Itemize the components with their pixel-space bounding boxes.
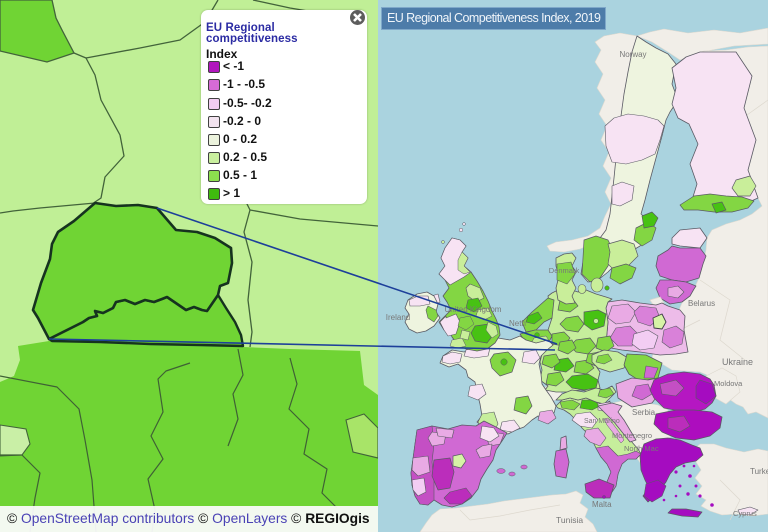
svg-text:United Kingdom: United Kingdom bbox=[445, 305, 502, 314]
svg-text:Turke: Turke bbox=[750, 467, 768, 476]
svg-text:San Marino: San Marino bbox=[584, 418, 620, 425]
svg-text:Denmark: Denmark bbox=[549, 266, 580, 275]
svg-text:Neth: Neth bbox=[509, 319, 526, 328]
svg-text:Tunisia: Tunisia bbox=[556, 515, 583, 525]
svg-text:Belarus: Belarus bbox=[688, 299, 715, 308]
svg-text:Norway: Norway bbox=[619, 50, 646, 59]
svg-text:Moldova: Moldova bbox=[714, 379, 743, 388]
svg-text:North Mac: North Mac bbox=[624, 444, 659, 453]
svg-text:Malta: Malta bbox=[592, 500, 612, 509]
svg-text:Serbia: Serbia bbox=[632, 408, 656, 417]
svg-text:Ireland: Ireland bbox=[386, 313, 410, 322]
svg-text:Ukraine: Ukraine bbox=[722, 357, 753, 367]
svg-text:Cyprus: Cyprus bbox=[733, 509, 757, 518]
svg-text:Montenegro: Montenegro bbox=[612, 431, 652, 440]
